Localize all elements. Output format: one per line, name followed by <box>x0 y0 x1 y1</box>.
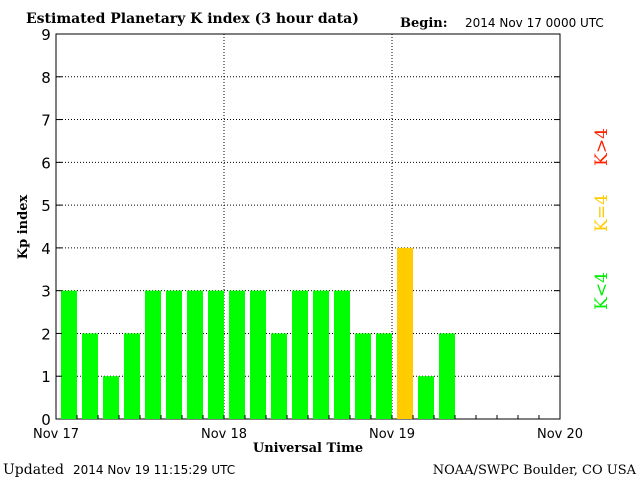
x-axis-ticks: Nov 17 Nov 18 Nov 19 Nov 20 <box>33 415 583 442</box>
kp-bar <box>229 290 245 419</box>
kp-bar <box>61 290 77 419</box>
y-axis-label: Kp index <box>16 195 31 260</box>
chart-title: Estimated Planetary K index (3 hour data… <box>26 11 359 27</box>
kp-bar <box>82 333 98 419</box>
kp-bar <box>124 333 140 419</box>
updated-label: Updated <box>3 462 64 478</box>
kp-bar <box>103 376 119 419</box>
y-tick-label: 2 <box>41 325 51 343</box>
kp-bar <box>166 290 182 419</box>
y-tick-label: 7 <box>41 112 51 130</box>
grid <box>56 34 560 419</box>
kp-bar <box>334 290 350 419</box>
kp-bar <box>397 247 413 419</box>
kp-bar <box>355 333 371 419</box>
begin-label: Begin: <box>400 16 448 31</box>
begin-value: 2014 Nov 17 0000 UTC <box>465 16 604 30</box>
legend: K<4 K=4 K>4 <box>592 128 612 310</box>
y-axis-ticks: 0 1 2 3 4 5 6 7 8 9 <box>41 26 560 429</box>
kp-bar <box>313 290 329 419</box>
x-tick-label: Nov 17 <box>33 427 79 442</box>
x-tick-label: Nov 20 <box>537 427 583 442</box>
kp-bar <box>145 290 161 419</box>
bars <box>61 247 455 419</box>
x-axis-label: Universal Time <box>253 441 363 456</box>
kp-bar <box>187 290 203 419</box>
y-tick-label: 6 <box>41 154 51 172</box>
kp-bar <box>376 333 392 419</box>
plot-area: 0 1 2 3 4 5 6 7 8 9 Nov 17 Nov 18 Nov 19 Nov 20 <box>33 26 583 442</box>
y-tick-label: 8 <box>41 69 51 87</box>
y-tick-label: 9 <box>41 26 51 44</box>
kp-bar <box>418 376 434 419</box>
y-tick-label: 1 <box>41 368 51 386</box>
credit: NOAA/SWPC Boulder, CO USA <box>433 463 637 478</box>
updated-value: 2014 Nov 19 11:15:29 UTC <box>73 463 235 477</box>
kp-bar <box>271 333 287 419</box>
legend-k-above-4: K>4 <box>592 128 612 166</box>
kp-bar <box>250 290 266 419</box>
kp-bar <box>292 290 308 419</box>
kp-bar <box>439 333 455 419</box>
kp-bar <box>208 290 224 419</box>
y-tick-label: 4 <box>41 240 51 258</box>
y-tick-label: 0 <box>41 411 51 429</box>
legend-k-below-4: K<4 <box>592 272 612 310</box>
x-tick-label: Nov 19 <box>369 427 415 442</box>
x-tick-label: Nov 18 <box>201 427 247 442</box>
legend-k-equal-4: K=4 <box>592 194 612 232</box>
y-tick-label: 3 <box>41 283 51 301</box>
y-tick-label: 5 <box>41 197 51 215</box>
